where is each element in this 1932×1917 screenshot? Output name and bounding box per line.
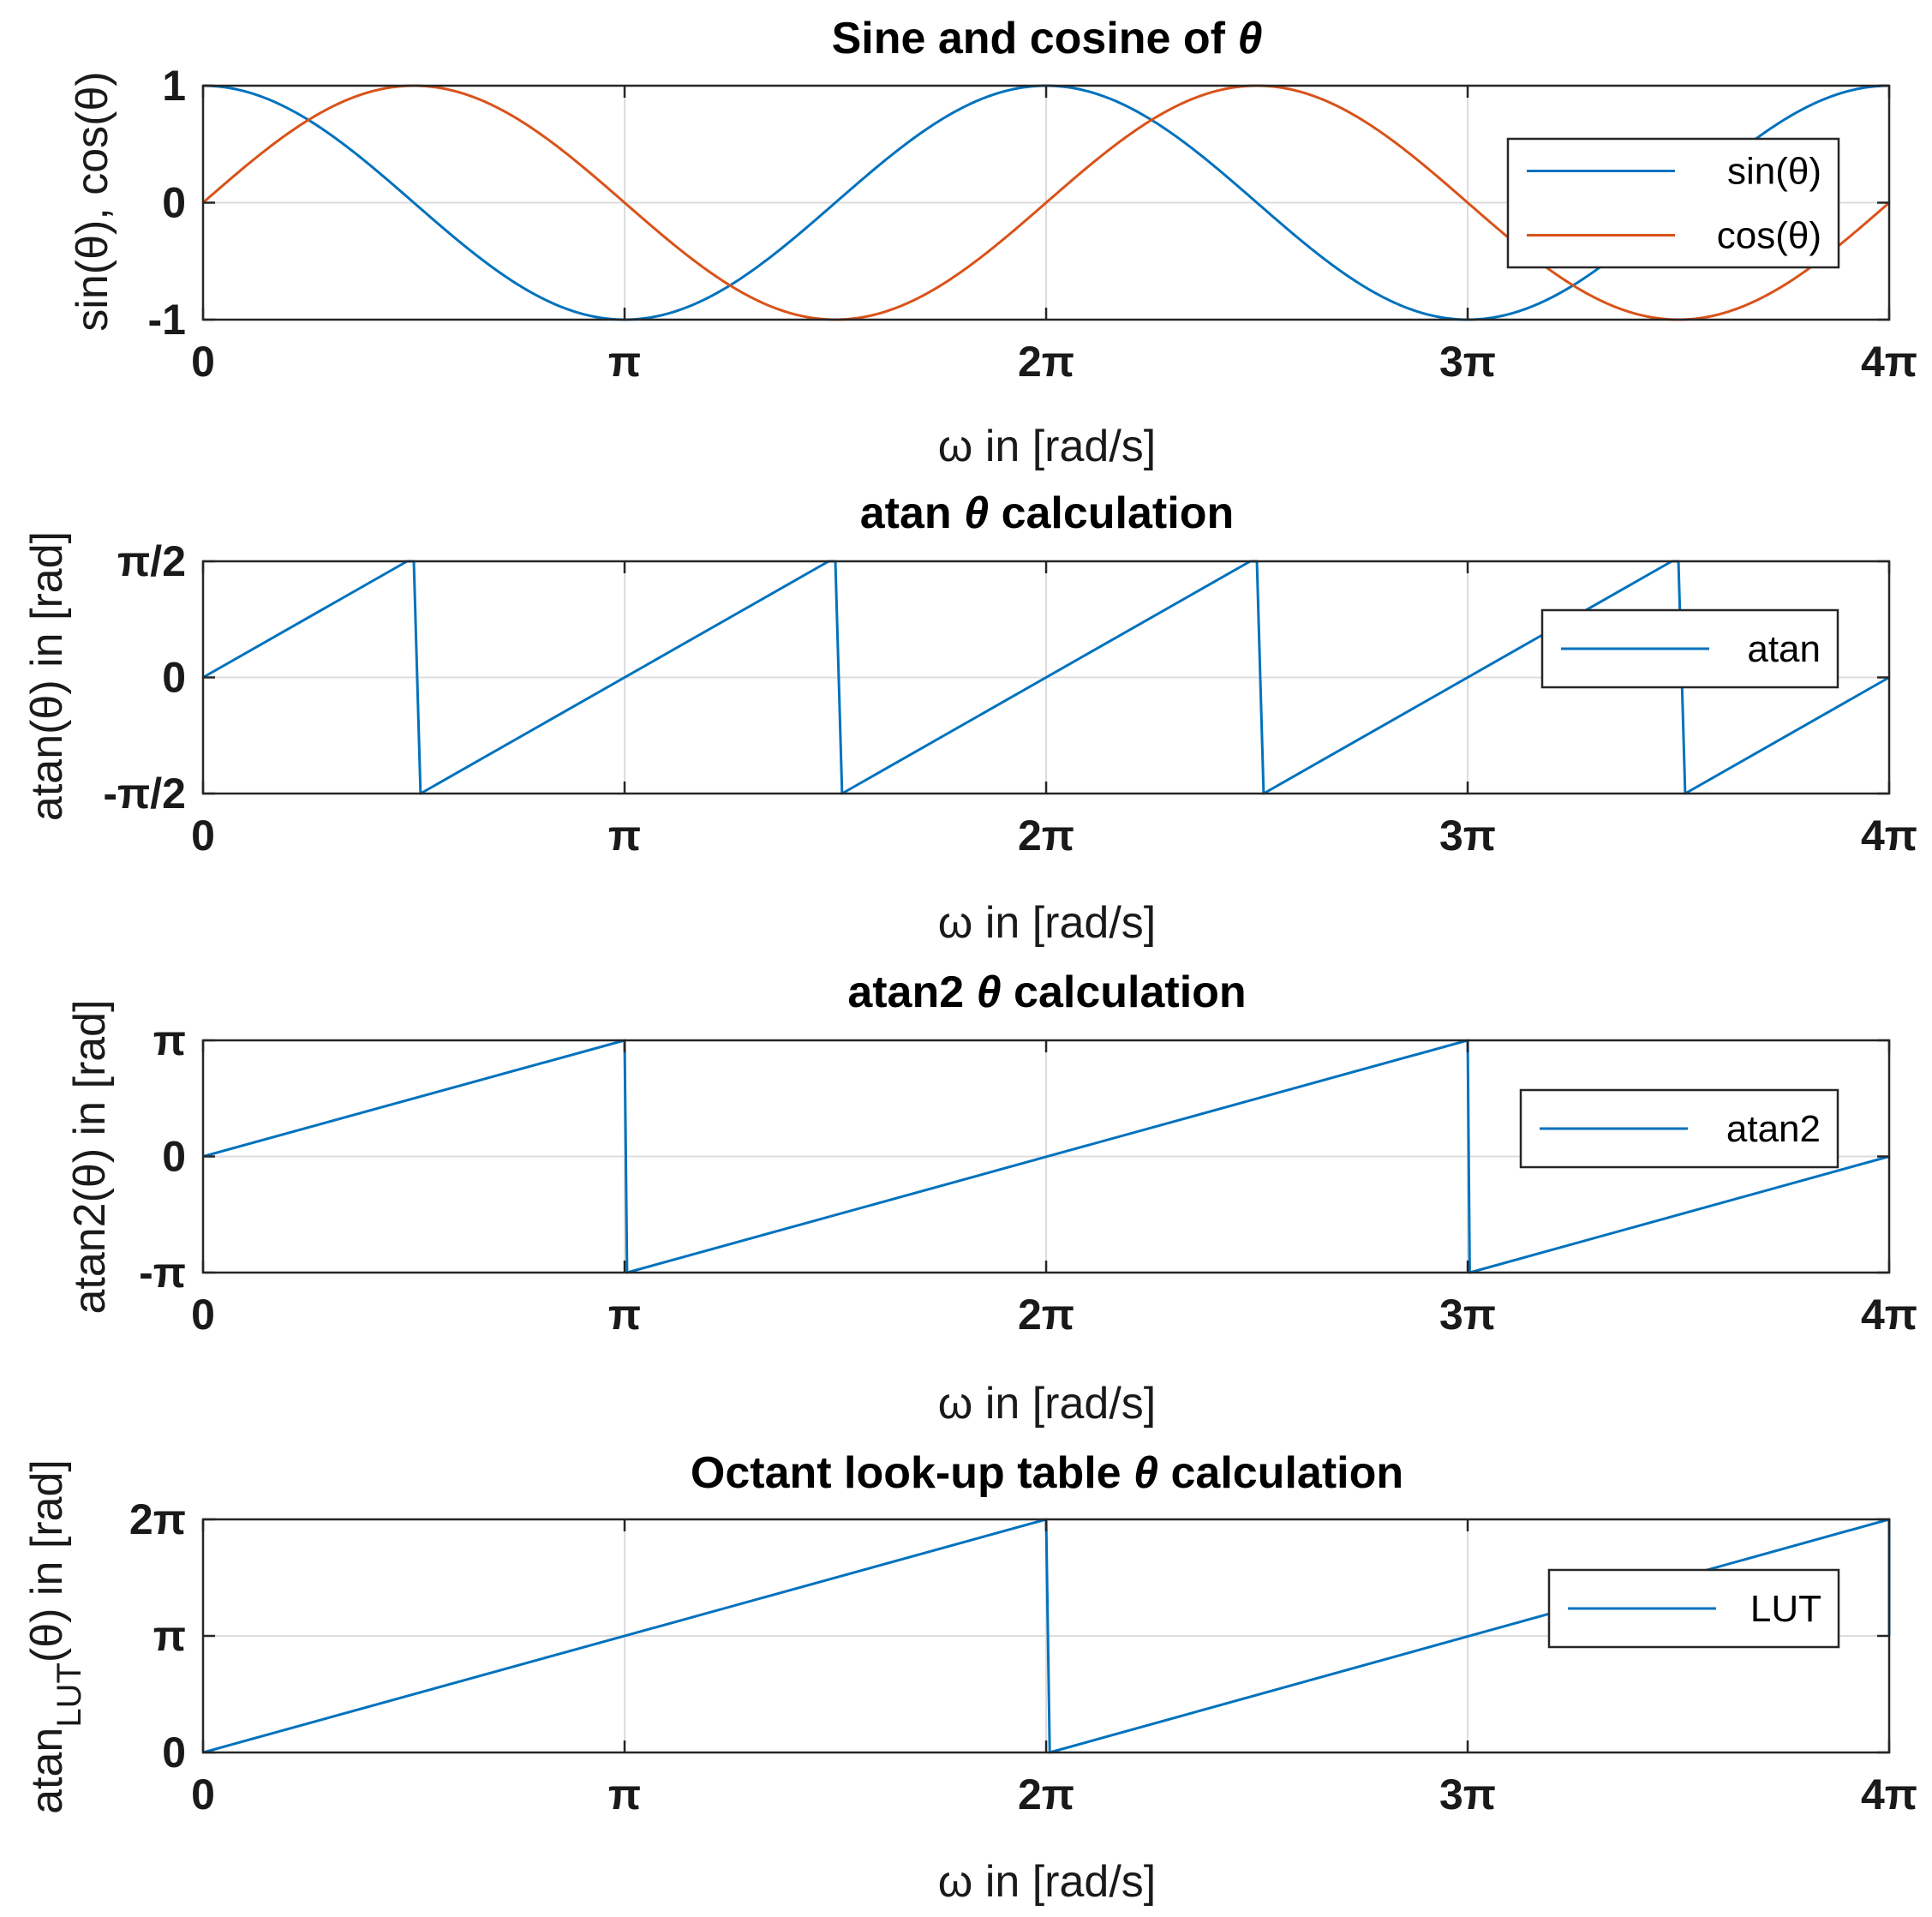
legend: atan [1540,608,1839,689]
plot2-xlabel: ω in [rad/s] [938,898,1156,948]
plot4-ylabel: atanLUT(θ) in [rad] [22,1459,88,1814]
series-line-cos [202,84,1890,321]
legend: sin(θ) cos(θ) [1506,137,1840,269]
x-tick-label: 4π [1861,1770,1917,1818]
plot3-xlabel: ω in [rad/s] [938,1379,1156,1429]
y-tick-label: 1 [162,62,186,110]
x-tick-label: 0 [191,338,215,386]
y-tick-label: 0 [162,1728,186,1776]
legend-label: cos(θ) [1717,215,1821,257]
x-tick-label: π [608,812,641,860]
x-tick-label: π [608,1291,641,1339]
y-tick-label: π/2 [117,537,186,585]
legend: LUT [1547,1568,1840,1649]
legend: atan2 [1519,1088,1839,1169]
x-tick-label: 3π [1439,338,1496,386]
legend-label: atan [1747,628,1821,670]
x-tick-label: 4π [1861,812,1917,860]
y-tick-label: 0 [162,654,186,702]
x-tick-label: 2π [1018,338,1074,386]
y-tick-label: -π/2 [103,770,186,818]
y-tick-label: -π [139,1249,186,1297]
x-tick-label: 3π [1439,1770,1496,1818]
plot4-title: Octant look-up table θ calculation [691,1448,1403,1498]
x-tick-label: 4π [1861,1291,1917,1339]
legend-label: LUT [1750,1588,1821,1630]
legend-label: sin(θ) [1727,151,1821,193]
plot3-ylabel: atan2(θ) in [rad] [65,999,115,1314]
x-tick-label: 3π [1439,812,1496,860]
x-tick-label: 0 [191,812,215,860]
x-tick-label: 3π [1439,1291,1496,1339]
x-tick-label: π [608,1770,641,1818]
y-tick-label: -1 [148,296,186,344]
plot4-xlabel: ω in [rad/s] [938,1857,1156,1907]
plot2-ylabel: atan(θ) in [rad] [22,531,72,821]
legend-label: atan2 [1726,1108,1821,1150]
plot1-ylabel: sin(θ), cos(θ) [68,71,117,331]
x-tick-label: 4π [1861,338,1917,386]
x-tick-label: 0 [191,1770,215,1818]
x-tick-label: 0 [191,1291,215,1339]
x-tick-label: 2π [1018,1770,1074,1818]
plot1-title: Sine and cosine of θ [832,14,1263,63]
legend-box [1506,137,1840,269]
series-line-atan2 [202,1039,1890,1274]
x-tick-label: π [608,338,641,386]
x-tick-label: 2π [1018,812,1074,860]
x-tick-label: 2π [1018,1291,1074,1339]
y-tick-label: π [153,1612,186,1660]
y-tick-label: 2π [129,1495,186,1543]
plot4-axes: 0 π 2π 3π 4π 0 π 2π LUT [129,1495,1917,1818]
y-tick-label: 0 [162,1133,186,1181]
plot2-title: atan θ calculation [860,488,1234,538]
plot1-xlabel: ω in [rad/s] [938,422,1156,471]
y-tick-label: 0 [162,179,186,227]
plot3-title: atan2 θ calculation [847,967,1246,1017]
y-tick-label: π [153,1016,186,1064]
